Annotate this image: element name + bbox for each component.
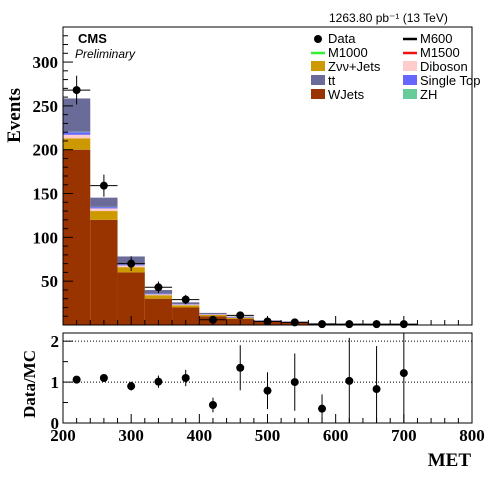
legend-swatch-diboson [403, 61, 417, 71]
x-tick-label: 200 [50, 426, 76, 445]
x-tick-label: 300 [118, 426, 144, 445]
legend-swatch-ttbar [311, 75, 325, 85]
main-y-tick-label: 100 [33, 228, 59, 247]
ratio-point [127, 382, 135, 390]
main-y-tick-label: 300 [33, 53, 59, 72]
ratio-x-axis-ticks: 200 300 400 500 600 700 800 [50, 414, 485, 445]
ratio-points [73, 333, 408, 423]
stacked-histogram [63, 98, 472, 325]
experiment-label: CMS [78, 31, 107, 46]
legend-label-m1500: M1500 [420, 45, 460, 60]
ratio-y-tick-label: 2 [51, 332, 60, 351]
ratio-y-axis-ticks: 012 [51, 332, 74, 433]
bar-diboson-bin-3 [145, 294, 172, 295]
ratio-point [236, 364, 244, 372]
x-tick-label: 500 [255, 426, 281, 445]
main-y-tick-label: 200 [33, 141, 59, 160]
x-tick-label: 600 [323, 426, 349, 445]
x-tick-label: 700 [391, 426, 417, 445]
ratio-point [209, 401, 217, 409]
data-point [73, 86, 81, 94]
main-y-tick-label: 50 [41, 272, 58, 291]
legend-swatch-wjets [311, 89, 325, 99]
bar-diboson-bin-0 [63, 135, 90, 139]
bar-znunu-bin-1 [90, 211, 117, 220]
status-label: Preliminary [75, 47, 136, 61]
x-tick-label: 800 [459, 426, 485, 445]
main-y-axis-label: Events [4, 88, 25, 143]
bar-znunu-bin-3 [145, 295, 172, 299]
main-y-tick-label: 150 [33, 185, 59, 204]
main-panel: 50 100 150 200 250 300 Events CMS Preliminary… [4, 11, 480, 328]
legend-swatch-zh [403, 89, 417, 99]
bar-diboson-bin-4 [172, 305, 199, 306]
ratio-point [182, 374, 190, 382]
data-point [236, 311, 244, 319]
ratio-y-axis-label: Data/MC [20, 350, 39, 418]
ratio-point [291, 378, 299, 386]
bar-singletop-bin-1 [90, 207, 117, 208]
legend-label-m1000: M1000 [328, 45, 368, 60]
legend-label-ttbar: tt [328, 73, 336, 88]
main-y-tick-label: 250 [33, 97, 59, 116]
legend-label-singletop: Single Top [420, 73, 480, 88]
x-axis-label: MET [428, 450, 472, 471]
ratio-point [73, 376, 81, 384]
bar-wjets-bin-1 [90, 220, 117, 325]
data-point [100, 182, 108, 190]
bar-znunu-bin-0 [63, 138, 90, 149]
legend-label-wjets: WJets [328, 87, 365, 102]
ratio-point [400, 369, 408, 377]
ratio-point [318, 405, 326, 413]
ratio-point [100, 374, 108, 382]
bar-ttbar-bin-1 [90, 198, 117, 207]
legend-marker-data [314, 35, 322, 43]
bar-diboson-bin-1 [90, 208, 117, 211]
bar-singletop-bin-3 [145, 294, 172, 295]
legend-label-diboson: Diboson [420, 59, 468, 74]
ratio-point [373, 385, 381, 393]
ratio-point [264, 387, 272, 395]
bar-znunu-bin-4 [172, 305, 199, 307]
bar-ttbar-bin-5 [199, 313, 226, 314]
legend-label-znunu: Zνν+Jets [328, 59, 381, 74]
legend-label-zh: ZH [420, 87, 437, 102]
ratio-point [345, 377, 353, 385]
legend: Data M600 M1000 M1500 Zνν+Jets Diboson tt Singl… [311, 31, 480, 102]
ratio-y-tick-label: 1 [51, 373, 60, 392]
legend-swatch-singletop [403, 75, 417, 85]
ratio-point [154, 378, 162, 386]
legend-swatch-znunu [311, 61, 325, 71]
data-point [182, 296, 190, 304]
data-point [154, 283, 162, 291]
lumi-label: 1263.80 pb⁻¹ (13 TeV) [329, 11, 448, 25]
x-tick-label: 400 [187, 426, 213, 445]
legend-label-data: Data [328, 31, 356, 46]
data-point [127, 260, 135, 268]
legend-label-m600: M600 [420, 31, 453, 46]
